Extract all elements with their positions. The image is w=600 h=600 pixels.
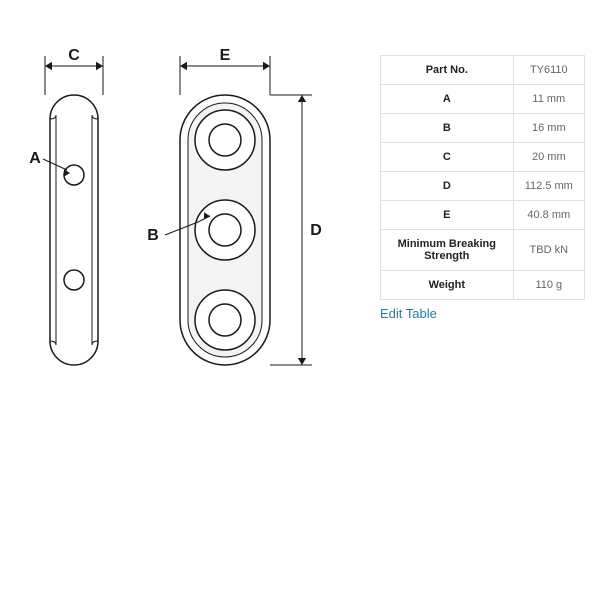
spec-label: E — [381, 201, 514, 230]
edit-table-link[interactable]: Edit Table — [380, 306, 437, 321]
table-row: D112.5 mm — [381, 172, 585, 201]
svg-text:B: B — [147, 227, 159, 244]
table-row: E40.8 mm — [381, 201, 585, 230]
table-row: A11 mm — [381, 85, 585, 114]
spec-value: TBD kN — [513, 230, 584, 271]
spec-label: Minimum Breaking Strength — [381, 230, 514, 271]
table-row: C20 mm — [381, 143, 585, 172]
spec-value: 110 g — [513, 271, 584, 300]
canvas: { "table": { "rows": [ {"label":"Part No… — [0, 0, 600, 600]
spec-value: 40.8 mm — [513, 201, 584, 230]
spec-label: Weight — [381, 271, 514, 300]
spec-table-container: Part No.TY6110A11 mmB16 mmC20 mmD112.5 m… — [380, 55, 585, 323]
table-row: B16 mm — [381, 114, 585, 143]
spec-table: Part No.TY6110A11 mmB16 mmC20 mmD112.5 m… — [380, 55, 585, 300]
svg-text:D: D — [310, 222, 322, 239]
spec-value: 11 mm — [513, 85, 584, 114]
table-row: Part No.TY6110 — [381, 56, 585, 85]
svg-text:E: E — [220, 47, 231, 64]
svg-text:C: C — [68, 47, 80, 64]
spec-label: Part No. — [381, 56, 514, 85]
table-row: Weight110 g — [381, 271, 585, 300]
svg-text:A: A — [29, 150, 41, 167]
spec-label: A — [381, 85, 514, 114]
spec-label: C — [381, 143, 514, 172]
table-row: Minimum Breaking StrengthTBD kN — [381, 230, 585, 271]
spec-value: 20 mm — [513, 143, 584, 172]
spec-value: TY6110 — [513, 56, 584, 85]
spec-value: 16 mm — [513, 114, 584, 143]
spec-label: B — [381, 114, 514, 143]
spec-value: 112.5 mm — [513, 172, 584, 201]
spec-label: D — [381, 172, 514, 201]
